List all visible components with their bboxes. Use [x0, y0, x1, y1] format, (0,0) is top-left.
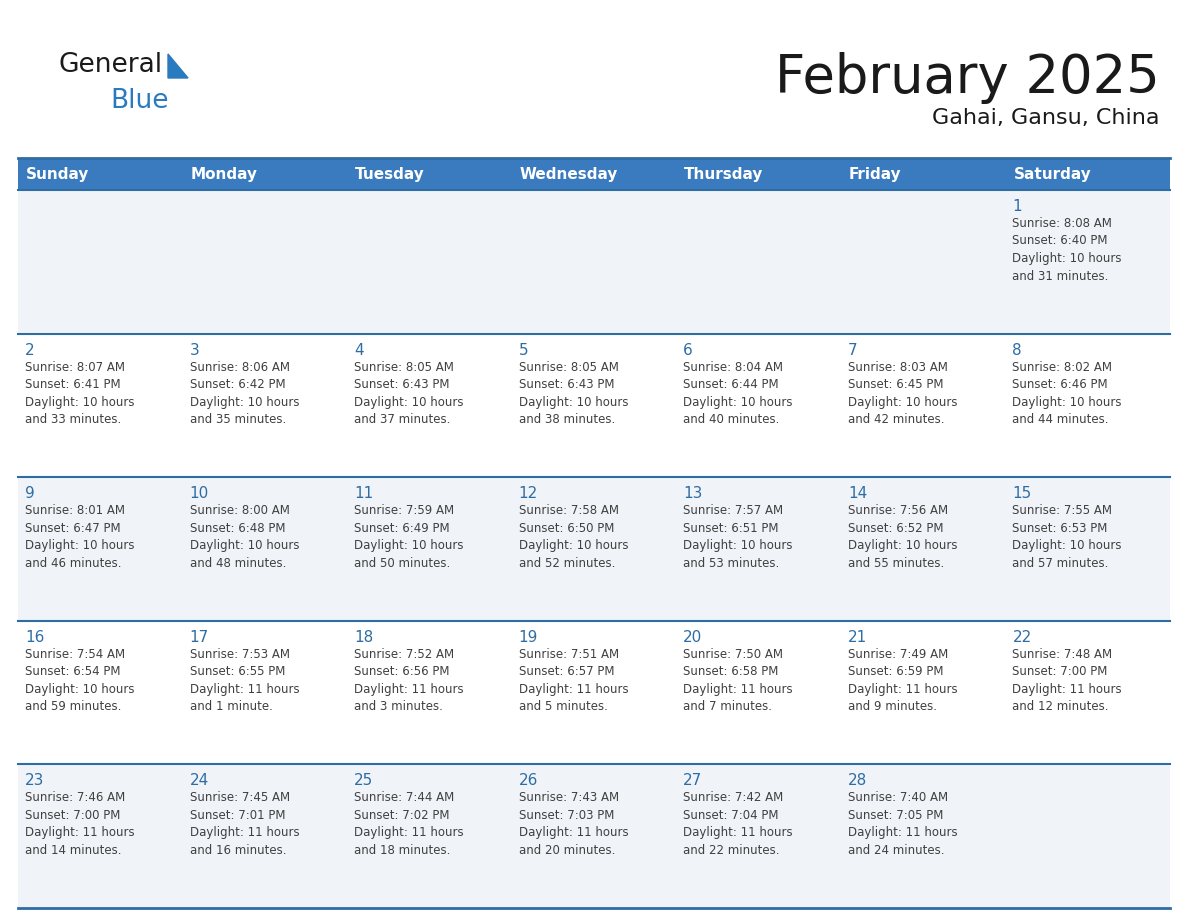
Text: Sunrise: 7:45 AM
Sunset: 7:01 PM
Daylight: 11 hours
and 16 minutes.: Sunrise: 7:45 AM Sunset: 7:01 PM Dayligh… — [190, 791, 299, 856]
Text: Sunrise: 7:42 AM
Sunset: 7:04 PM
Daylight: 11 hours
and 22 minutes.: Sunrise: 7:42 AM Sunset: 7:04 PM Dayligh… — [683, 791, 792, 856]
Text: Sunrise: 7:55 AM
Sunset: 6:53 PM
Daylight: 10 hours
and 57 minutes.: Sunrise: 7:55 AM Sunset: 6:53 PM Dayligh… — [1012, 504, 1121, 570]
Text: Sunrise: 8:08 AM
Sunset: 6:40 PM
Daylight: 10 hours
and 31 minutes.: Sunrise: 8:08 AM Sunset: 6:40 PM Dayligh… — [1012, 217, 1121, 283]
Text: February 2025: February 2025 — [776, 52, 1159, 104]
Text: Sunrise: 7:46 AM
Sunset: 7:00 PM
Daylight: 11 hours
and 14 minutes.: Sunrise: 7:46 AM Sunset: 7:00 PM Dayligh… — [25, 791, 134, 856]
Text: 5: 5 — [519, 342, 529, 358]
Text: 10: 10 — [190, 487, 209, 501]
Text: Sunrise: 8:00 AM
Sunset: 6:48 PM
Daylight: 10 hours
and 48 minutes.: Sunrise: 8:00 AM Sunset: 6:48 PM Dayligh… — [190, 504, 299, 570]
Text: Sunrise: 8:05 AM
Sunset: 6:43 PM
Daylight: 10 hours
and 37 minutes.: Sunrise: 8:05 AM Sunset: 6:43 PM Dayligh… — [354, 361, 463, 426]
Text: 17: 17 — [190, 630, 209, 644]
Text: Sunrise: 7:43 AM
Sunset: 7:03 PM
Daylight: 11 hours
and 20 minutes.: Sunrise: 7:43 AM Sunset: 7:03 PM Dayligh… — [519, 791, 628, 856]
Text: Sunrise: 7:48 AM
Sunset: 7:00 PM
Daylight: 11 hours
and 12 minutes.: Sunrise: 7:48 AM Sunset: 7:00 PM Dayligh… — [1012, 648, 1121, 713]
Bar — [18, 190, 1170, 333]
Text: Sunrise: 7:44 AM
Sunset: 7:02 PM
Daylight: 11 hours
and 18 minutes.: Sunrise: 7:44 AM Sunset: 7:02 PM Dayligh… — [354, 791, 463, 856]
Text: 6: 6 — [683, 342, 693, 358]
Text: Sunrise: 7:54 AM
Sunset: 6:54 PM
Daylight: 10 hours
and 59 minutes.: Sunrise: 7:54 AM Sunset: 6:54 PM Dayligh… — [25, 648, 134, 713]
Text: 18: 18 — [354, 630, 373, 644]
Text: 8: 8 — [1012, 342, 1022, 358]
Text: Sunrise: 8:03 AM
Sunset: 6:45 PM
Daylight: 10 hours
and 42 minutes.: Sunrise: 8:03 AM Sunset: 6:45 PM Dayligh… — [848, 361, 958, 426]
Bar — [18, 158, 1170, 190]
Text: Sunrise: 7:51 AM
Sunset: 6:57 PM
Daylight: 11 hours
and 5 minutes.: Sunrise: 7:51 AM Sunset: 6:57 PM Dayligh… — [519, 648, 628, 713]
Text: 12: 12 — [519, 487, 538, 501]
Text: 21: 21 — [848, 630, 867, 644]
Text: Sunrise: 7:49 AM
Sunset: 6:59 PM
Daylight: 11 hours
and 9 minutes.: Sunrise: 7:49 AM Sunset: 6:59 PM Dayligh… — [848, 648, 958, 713]
Text: 22: 22 — [1012, 630, 1031, 644]
Text: Blue: Blue — [110, 88, 169, 114]
Text: Sunrise: 7:53 AM
Sunset: 6:55 PM
Daylight: 11 hours
and 1 minute.: Sunrise: 7:53 AM Sunset: 6:55 PM Dayligh… — [190, 648, 299, 713]
Text: Gahai, Gansu, China: Gahai, Gansu, China — [933, 108, 1159, 128]
Text: Sunrise: 8:02 AM
Sunset: 6:46 PM
Daylight: 10 hours
and 44 minutes.: Sunrise: 8:02 AM Sunset: 6:46 PM Dayligh… — [1012, 361, 1121, 426]
Text: Sunrise: 7:50 AM
Sunset: 6:58 PM
Daylight: 11 hours
and 7 minutes.: Sunrise: 7:50 AM Sunset: 6:58 PM Dayligh… — [683, 648, 792, 713]
Text: 3: 3 — [190, 342, 200, 358]
Text: Sunrise: 8:06 AM
Sunset: 6:42 PM
Daylight: 10 hours
and 35 minutes.: Sunrise: 8:06 AM Sunset: 6:42 PM Dayligh… — [190, 361, 299, 426]
Text: 23: 23 — [25, 773, 44, 789]
Text: Saturday: Saturday — [1013, 166, 1092, 182]
Text: 24: 24 — [190, 773, 209, 789]
Text: Sunrise: 8:07 AM
Sunset: 6:41 PM
Daylight: 10 hours
and 33 minutes.: Sunrise: 8:07 AM Sunset: 6:41 PM Dayligh… — [25, 361, 134, 426]
Text: 2: 2 — [25, 342, 34, 358]
Text: 11: 11 — [354, 487, 373, 501]
Text: Sunrise: 8:04 AM
Sunset: 6:44 PM
Daylight: 10 hours
and 40 minutes.: Sunrise: 8:04 AM Sunset: 6:44 PM Dayligh… — [683, 361, 792, 426]
Text: Thursday: Thursday — [684, 166, 764, 182]
Text: Sunday: Sunday — [26, 166, 89, 182]
Text: 1: 1 — [1012, 199, 1022, 214]
Text: Sunrise: 7:40 AM
Sunset: 7:05 PM
Daylight: 11 hours
and 24 minutes.: Sunrise: 7:40 AM Sunset: 7:05 PM Dayligh… — [848, 791, 958, 856]
Bar — [18, 621, 1170, 765]
Text: Sunrise: 7:52 AM
Sunset: 6:56 PM
Daylight: 11 hours
and 3 minutes.: Sunrise: 7:52 AM Sunset: 6:56 PM Dayligh… — [354, 648, 463, 713]
Text: 16: 16 — [25, 630, 44, 644]
Bar — [18, 765, 1170, 908]
Text: 19: 19 — [519, 630, 538, 644]
Text: General: General — [58, 52, 162, 78]
Text: 25: 25 — [354, 773, 373, 789]
Text: Tuesday: Tuesday — [355, 166, 425, 182]
Text: 14: 14 — [848, 487, 867, 501]
Text: Sunrise: 7:59 AM
Sunset: 6:49 PM
Daylight: 10 hours
and 50 minutes.: Sunrise: 7:59 AM Sunset: 6:49 PM Dayligh… — [354, 504, 463, 570]
Text: 26: 26 — [519, 773, 538, 789]
Text: Sunrise: 7:58 AM
Sunset: 6:50 PM
Daylight: 10 hours
and 52 minutes.: Sunrise: 7:58 AM Sunset: 6:50 PM Dayligh… — [519, 504, 628, 570]
Text: 4: 4 — [354, 342, 364, 358]
Text: Sunrise: 7:56 AM
Sunset: 6:52 PM
Daylight: 10 hours
and 55 minutes.: Sunrise: 7:56 AM Sunset: 6:52 PM Dayligh… — [848, 504, 958, 570]
Text: 15: 15 — [1012, 487, 1031, 501]
Text: 7: 7 — [848, 342, 858, 358]
Text: Sunrise: 8:05 AM
Sunset: 6:43 PM
Daylight: 10 hours
and 38 minutes.: Sunrise: 8:05 AM Sunset: 6:43 PM Dayligh… — [519, 361, 628, 426]
Bar — [18, 333, 1170, 477]
Text: 20: 20 — [683, 630, 702, 644]
Polygon shape — [168, 54, 188, 78]
Text: Sunrise: 8:01 AM
Sunset: 6:47 PM
Daylight: 10 hours
and 46 minutes.: Sunrise: 8:01 AM Sunset: 6:47 PM Dayligh… — [25, 504, 134, 570]
Text: Friday: Friday — [849, 166, 902, 182]
Text: Wednesday: Wednesday — [519, 166, 618, 182]
Text: Sunrise: 7:57 AM
Sunset: 6:51 PM
Daylight: 10 hours
and 53 minutes.: Sunrise: 7:57 AM Sunset: 6:51 PM Dayligh… — [683, 504, 792, 570]
Text: 27: 27 — [683, 773, 702, 789]
Bar — [18, 477, 1170, 621]
Text: 28: 28 — [848, 773, 867, 789]
Text: Monday: Monday — [190, 166, 258, 182]
Text: 13: 13 — [683, 487, 702, 501]
Text: 9: 9 — [25, 487, 34, 501]
